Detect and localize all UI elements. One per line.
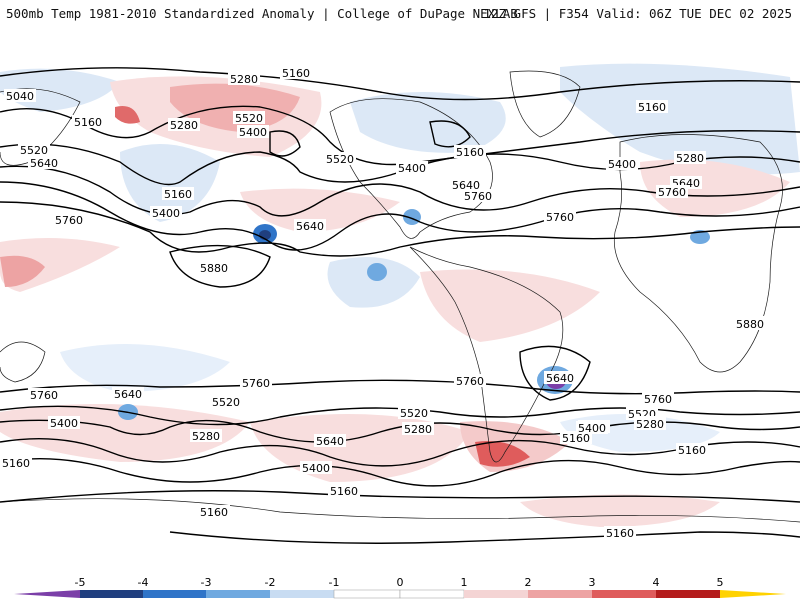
svg-text:5400: 5400 <box>398 162 426 175</box>
colorbar-segments <box>14 590 786 598</box>
colorbar-seg-pos5 <box>720 590 786 598</box>
svg-text:5160: 5160 <box>456 146 484 159</box>
colorbar-seg-pos2 <box>528 590 592 598</box>
svg-text:5160: 5160 <box>330 485 358 498</box>
svg-text:5760: 5760 <box>242 377 270 390</box>
svg-text:5160: 5160 <box>282 67 310 80</box>
svg-text:5760: 5760 <box>55 214 83 227</box>
colorbar-tick: 2 <box>525 576 532 589</box>
svg-text:5520: 5520 <box>235 112 263 125</box>
header: 500mb Temp 1981-2010 Standardized Anomal… <box>0 0 800 32</box>
svg-text:5640: 5640 <box>546 372 574 385</box>
svg-text:5400: 5400 <box>239 126 267 139</box>
svg-text:5520: 5520 <box>400 407 428 420</box>
svg-text:5280: 5280 <box>192 430 220 443</box>
svg-text:5160: 5160 <box>2 457 30 470</box>
svg-text:5400: 5400 <box>152 207 180 220</box>
svg-text:5760: 5760 <box>644 393 672 406</box>
colorbar-tick: 3 <box>589 576 596 589</box>
anomaly-map: 5040 5280 5160 5160 5280 5520 5400 5520 … <box>0 32 800 558</box>
svg-text:5880: 5880 <box>200 262 228 275</box>
svg-text:5280: 5280 <box>404 423 432 436</box>
colorbar-seg-zero-high <box>400 590 464 598</box>
svg-text:5400: 5400 <box>50 417 78 430</box>
svg-text:5160: 5160 <box>200 506 228 519</box>
colorbar-seg-pos1 <box>464 590 528 598</box>
colorbar-tick: -2 <box>265 576 276 589</box>
colorbar-tick: 5 <box>717 576 724 589</box>
colorbar-tick: 0 <box>397 576 404 589</box>
svg-text:5160: 5160 <box>606 527 634 540</box>
product-title: 500mb Temp 1981-2010 Standardized Anomal… <box>6 6 518 21</box>
svg-text:5040: 5040 <box>6 90 34 103</box>
svg-text:5760: 5760 <box>30 389 58 402</box>
colorbar-seg-neg4 <box>80 590 143 598</box>
colorbar-seg-pos3 <box>592 590 656 598</box>
colorbar-seg-neg5 <box>14 590 80 598</box>
anomaly-shading <box>0 32 800 558</box>
colorbar-tick: 1 <box>461 576 468 589</box>
svg-text:5640: 5640 <box>114 388 142 401</box>
colorbar-tick: -3 <box>201 576 212 589</box>
svg-text:5520: 5520 <box>212 396 240 409</box>
svg-text:5280: 5280 <box>230 73 258 86</box>
svg-text:5160: 5160 <box>164 188 192 201</box>
svg-text:5520: 5520 <box>326 153 354 166</box>
svg-text:5400: 5400 <box>302 462 330 475</box>
svg-text:5400: 5400 <box>608 158 636 171</box>
svg-text:5280: 5280 <box>676 152 704 165</box>
svg-text:5640: 5640 <box>30 157 58 170</box>
svg-text:5760: 5760 <box>464 190 492 203</box>
colorbar-tick: -4 <box>138 576 149 589</box>
colorbar-seg-neg1 <box>270 590 334 598</box>
svg-text:5760: 5760 <box>546 211 574 224</box>
colorbar-tick: -5 <box>75 576 86 589</box>
svg-text:5520: 5520 <box>20 144 48 157</box>
colorbar-seg-neg3 <box>143 590 206 598</box>
run-valid-time: 12Z GFS | F354 Valid: 06Z TUE DEC 02 202… <box>483 6 792 21</box>
svg-text:5160: 5160 <box>74 116 102 129</box>
colorbar-seg-zero-low <box>334 590 400 598</box>
map-panel[interactable]: 5040 5280 5160 5160 5280 5520 5400 5520 … <box>0 32 800 558</box>
colorbar-tick: 4 <box>653 576 660 589</box>
svg-text:5400: 5400 <box>578 422 606 435</box>
svg-text:5760: 5760 <box>456 375 484 388</box>
svg-text:5760: 5760 <box>658 186 686 199</box>
svg-text:5160: 5160 <box>638 101 666 114</box>
svg-text:5640: 5640 <box>296 220 324 233</box>
svg-text:5280: 5280 <box>636 418 664 431</box>
svg-text:5160: 5160 <box>678 444 706 457</box>
colorbar-seg-pos4 <box>656 590 720 598</box>
svg-text:5280: 5280 <box>170 119 198 132</box>
colorbar-tick: -1 <box>329 576 340 589</box>
svg-text:5880: 5880 <box>736 318 764 331</box>
svg-text:5640: 5640 <box>316 435 344 448</box>
colorbar-seg-neg2 <box>206 590 270 598</box>
